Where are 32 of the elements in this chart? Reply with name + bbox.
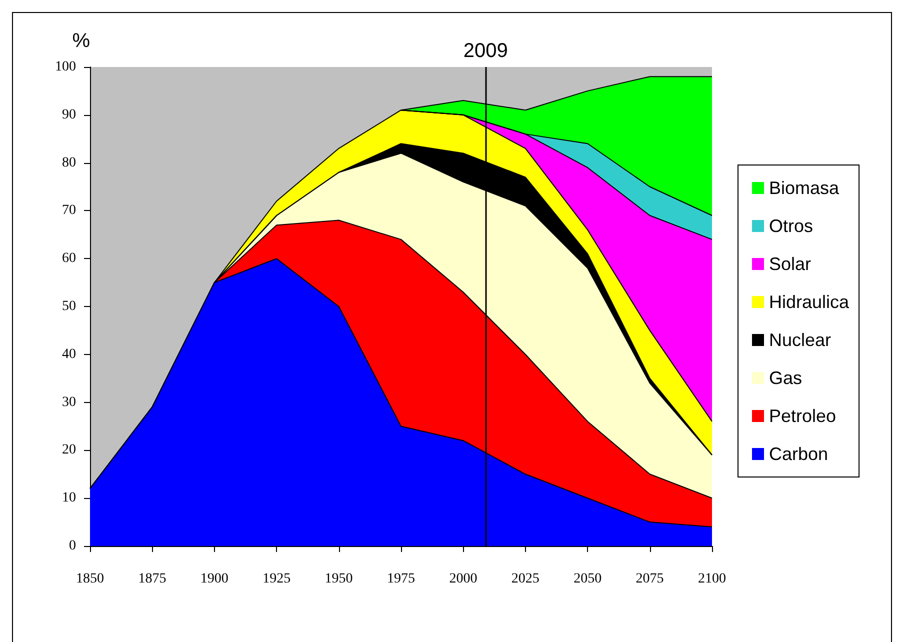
legend-label: Otros [769, 216, 814, 236]
y-tick-label: 40 [62, 346, 76, 362]
x-tick-label: 2000 [449, 572, 478, 586]
ref-line-label: 2009 [463, 40, 508, 62]
legend-label: Solar [769, 254, 812, 274]
y-tick-label: 20 [62, 442, 76, 458]
y-tick-label: 80 [62, 155, 76, 170]
x-tick-label: 2075 [636, 572, 664, 586]
x-tick-label: 1850 [76, 572, 104, 586]
x-tick-label: 1875 [138, 572, 166, 586]
x-tick-label: 2025 [511, 572, 540, 586]
legend-label: Hidraulica [769, 292, 850, 312]
x-tick-label: 1975 [387, 572, 415, 586]
y-tick-label: 70 [62, 203, 76, 218]
legend-label: Petroleo [769, 406, 836, 426]
x-tick-label: 1950 [324, 572, 353, 586]
y-tick-label: 90 [62, 107, 76, 122]
x-tick-label: 1900 [200, 572, 228, 586]
x-tick-label: 2050 [574, 572, 602, 586]
y-tick-label: 50 [62, 299, 76, 314]
legend-label: Biomasa [769, 178, 840, 198]
y-tick-label: 100 [55, 60, 76, 74]
y-tick-label: 60 [62, 251, 76, 266]
y-axis-title: % [72, 30, 90, 52]
y-tick-label: 10 [62, 490, 76, 506]
legend-label: Carbon [769, 444, 828, 464]
legend-label: Gas [769, 368, 802, 388]
x-tick-label: 1925 [262, 572, 291, 586]
legend-label: Nuclear [769, 330, 832, 350]
y-tick-label: 30 [62, 394, 76, 410]
x-tick-label: 2100 [698, 572, 726, 586]
y-tick-label: 0 [69, 538, 76, 554]
